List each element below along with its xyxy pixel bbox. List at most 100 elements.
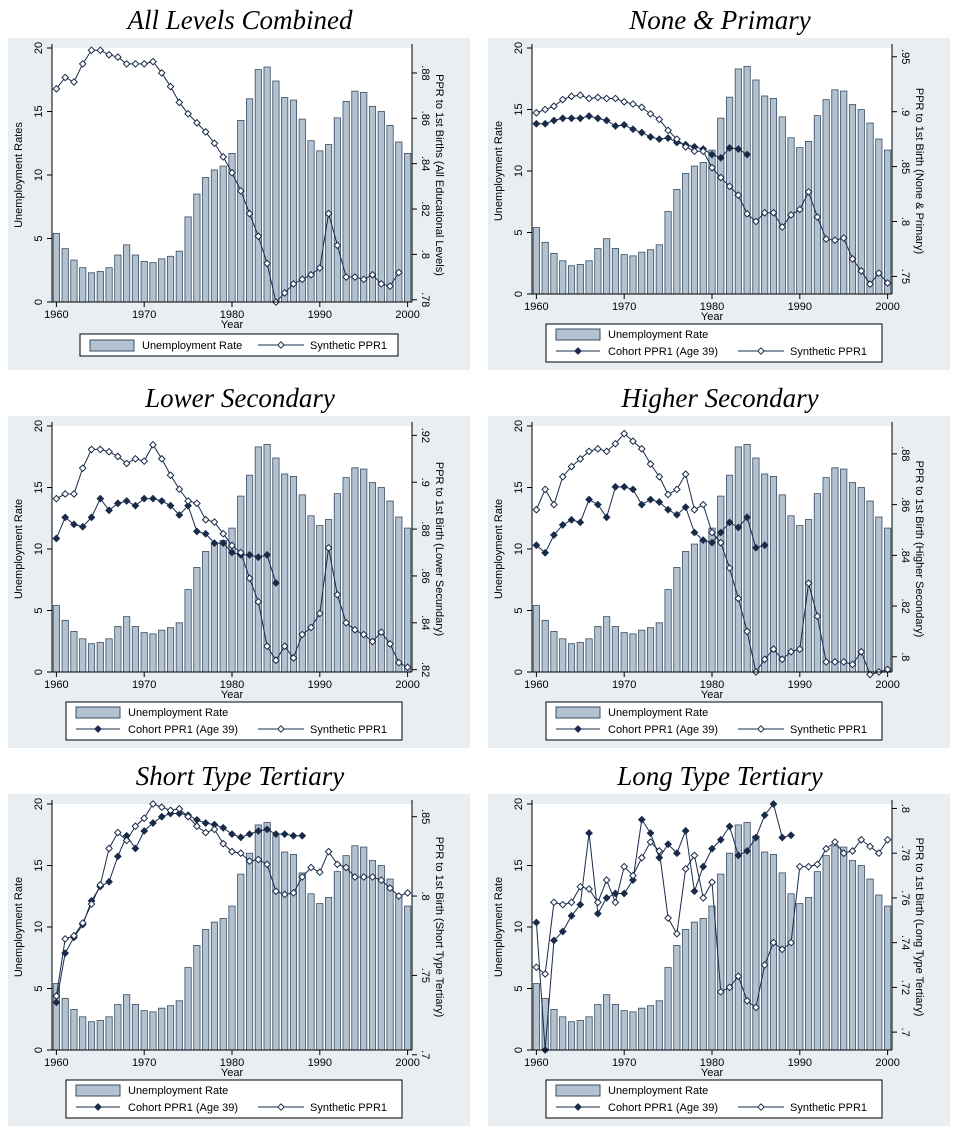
data-point [611,898,620,907]
bar [813,115,821,295]
data-point [131,822,140,831]
bar [646,627,655,673]
data-point [839,849,848,858]
data-point [131,454,140,463]
chart-svg: 0 5 10 15 20 .75 .8 .85 .9 .95 1960 1970 1980 1990 200… [488,38,950,370]
bar [377,865,385,1051]
bar [70,631,78,673]
data-point [690,147,699,156]
data-point [751,833,760,842]
bar [866,500,874,673]
bar [532,227,540,295]
data-point [813,213,822,222]
data-point [716,538,725,547]
bar [532,605,540,673]
data-point [228,548,236,557]
bar [149,262,157,303]
bar [202,929,210,1051]
bar [822,99,830,295]
bar [673,567,681,673]
bar [342,100,350,303]
data-point [734,191,743,200]
data-point [751,217,760,226]
data-point [593,898,602,907]
data-point [541,548,550,557]
bar [778,872,786,1051]
data-point [140,827,149,835]
bar [360,92,368,303]
bar [158,1007,166,1051]
bar [219,917,227,1051]
bar [769,854,778,1051]
bar [184,589,192,673]
data-point [646,460,655,468]
chart-svg: 0 5 10 15 20 .82 .84 .86 .88 .9 .92 1960 1970 1980 199… [8,416,470,748]
data-point [558,927,567,936]
data-point [655,498,664,506]
data-point [541,105,550,114]
bar [559,638,567,673]
bar [272,457,280,673]
data-point [271,579,280,587]
data-point [219,539,228,548]
data-point [734,594,743,603]
series-line [55,49,400,304]
data-point [184,501,193,510]
bar [664,589,672,673]
data-point [637,853,646,862]
data-point [113,852,122,861]
data-point [646,133,655,141]
y2-tick-label: .88 [419,521,431,536]
bar [289,854,298,1051]
data-point [558,521,567,529]
bar [245,474,254,673]
legend-swatch-bar [75,1084,121,1097]
x-tick-label: 1980 [220,309,244,321]
data-point [769,208,778,217]
data-point [61,934,70,943]
data-point [743,209,752,218]
y2-tick-label: .88 [419,65,431,80]
data-point [70,78,78,86]
bar [813,493,821,673]
data-point [567,462,576,471]
data-point [263,259,272,268]
bar [298,872,306,1051]
data-point [280,642,289,651]
data-point [236,186,245,195]
x-tick-label: 2000 [395,1057,419,1069]
data-point [769,800,778,808]
data-point [254,855,263,864]
data-point [576,900,585,909]
data-point [743,150,752,159]
data-point [567,114,576,123]
data-point [857,267,866,275]
bar [805,519,813,673]
bar [237,495,245,673]
data-point [716,153,725,162]
data-point [298,630,307,639]
data-point [751,1003,760,1012]
data-point [87,513,96,522]
data-point [140,59,149,68]
bar [123,616,131,673]
bar [158,258,166,303]
bar [245,98,254,303]
data-point [263,642,272,651]
bar [655,244,663,295]
legend-label: Synthetic PPR1 [310,340,387,352]
data-point [585,829,593,837]
data-point [149,819,157,827]
data-point [629,485,637,494]
bar [655,622,663,673]
data-point [201,515,210,524]
panel-none-primary: None & Primary 0 5 10 15 20 .75 .8 .85 .9 .95 1960… [480,0,960,378]
data-point [857,835,866,844]
bar [805,897,813,1051]
bar [368,860,377,1051]
data-point [368,270,377,279]
data-point [708,528,716,537]
x-axis-label: Year [221,319,244,331]
bar [725,474,734,673]
data-point [655,472,664,481]
